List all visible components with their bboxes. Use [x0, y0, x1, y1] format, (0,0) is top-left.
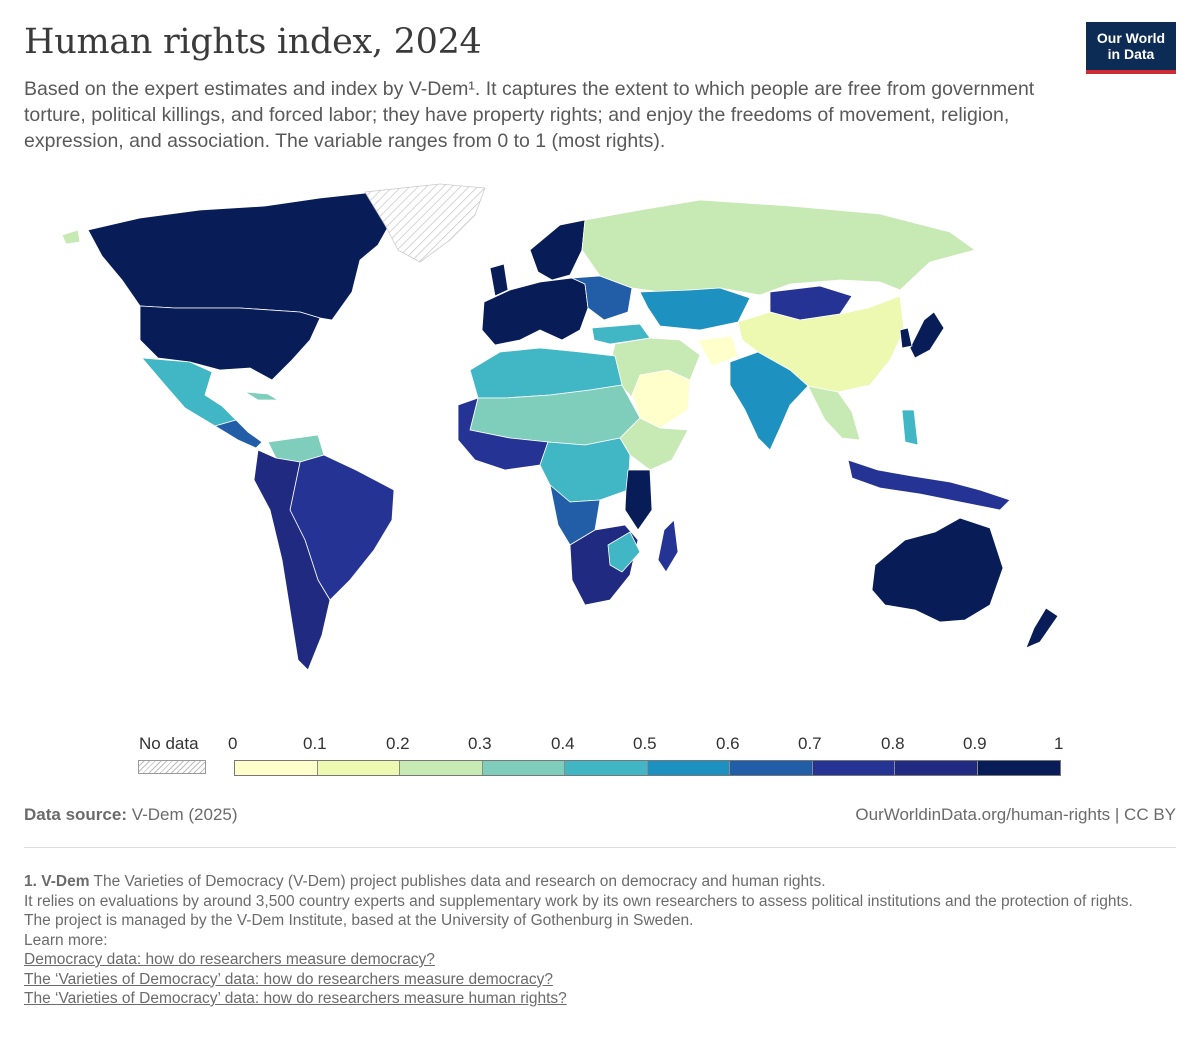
legend-bin-1[interactable] [317, 761, 400, 775]
map-region-kazakhstan[interactable] [639, 287, 751, 331]
legend-tick-1: 0.1 [303, 734, 327, 753]
map-region-central-america[interactable] [214, 419, 263, 449]
map-region-greenland[interactable] [364, 183, 486, 263]
no-data-label: No data [139, 734, 199, 753]
chart-title: Human rights index, 2024 [24, 22, 482, 62]
learn-more-label: Learn more: [24, 931, 108, 949]
chart-subtitle: Based on the expert estimates and index … [24, 78, 1035, 152]
legend-bin-2[interactable] [400, 761, 483, 775]
legend-bin-3[interactable] [482, 761, 565, 775]
data-source-label: Data source: [24, 805, 127, 824]
footer-divider [24, 847, 1176, 848]
legend-tick-3: 0.3 [468, 734, 492, 753]
learn-more-link-3[interactable]: The ‘Varieties of Democracy’ data: how d… [24, 990, 567, 1007]
map-region-canada[interactable] [87, 191, 393, 321]
legend-tick-2: 0.2 [386, 734, 410, 753]
data-source-value[interactable]: V-Dem (2025) [131, 805, 238, 824]
map-region-east-africa[interactable] [624, 469, 653, 531]
world-map[interactable] [0, 180, 1200, 700]
learn-more-link-1[interactable]: Democracy data: how do researchers measu… [24, 951, 435, 968]
map-region-turkey[interactable] [591, 323, 651, 345]
source-url[interactable]: OurWorldinData.org/human-rights | CC BY [855, 805, 1176, 824]
map-region-mexico[interactable] [141, 357, 237, 427]
map-region-korea[interactable] [899, 327, 913, 349]
map-region-russia[interactable] [581, 199, 976, 296]
source-row: Data source: V-Dem (2025) OurWorldinData… [24, 805, 1176, 825]
map-region-andes[interactable] [253, 449, 331, 671]
footnote-line-3: The project is managed by the V-Dem Inst… [24, 912, 694, 929]
map-region-arabia[interactable] [631, 369, 691, 429]
legend-bin-4[interactable] [565, 761, 648, 775]
map-region-alaska-island[interactable] [61, 229, 81, 245]
color-legend: No data 0 0.1 0.2 0.3 0.4 0.5 0.6 0.7 0.… [0, 730, 1200, 780]
legend-bin-7[interactable] [812, 761, 895, 775]
owid-logo[interactable]: Our World in Data [1086, 22, 1176, 74]
footnote-label: 1. V-Dem [24, 873, 90, 890]
legend-tick-0: 0 [228, 734, 238, 753]
legend-tick-4: 0.4 [551, 734, 575, 753]
legend-tick-6: 0.6 [716, 734, 740, 753]
legend-tick-5: 0.5 [633, 734, 657, 753]
map-region-uk[interactable] [489, 263, 509, 297]
map-region-philippines[interactable] [901, 409, 919, 446]
logo-line-1: Our World [1096, 30, 1166, 46]
legend-bin-9[interactable] [977, 761, 1060, 775]
map-region-mozambique[interactable] [607, 531, 641, 573]
legend-bin-5[interactable] [647, 761, 730, 775]
legend-bin-6[interactable] [730, 761, 813, 775]
footnote-line-2: It relies on evaluations by around 3,500… [24, 892, 1133, 910]
map-region-afghanistan[interactable] [697, 335, 739, 367]
logo-line-2: in Data [1107, 46, 1155, 62]
footnote-text-1: The Varieties of Democracy (V-Dem) proje… [93, 873, 826, 890]
legend-tick-10: 1 [1054, 734, 1064, 753]
map-region-scandinavia[interactable] [529, 219, 586, 281]
map-region-indonesia[interactable] [847, 459, 1011, 511]
map-region-usa[interactable] [139, 305, 321, 381]
legend-tick-8: 0.8 [881, 734, 905, 753]
map-region-cuba[interactable] [244, 391, 279, 401]
map-region-india[interactable] [729, 351, 809, 451]
legend-bin-0[interactable] [235, 761, 318, 775]
map-region-new-zealand[interactable] [1025, 607, 1059, 649]
legend-tick-7: 0.7 [798, 734, 822, 753]
map-region-southeast-asia[interactable] [807, 385, 861, 441]
no-data-swatch [138, 760, 206, 774]
map-region-australia[interactable] [871, 517, 1004, 623]
legend-bin-8[interactable] [895, 761, 978, 775]
footnote: 1. V-Dem The Varieties of Democracy (V-D… [24, 872, 1164, 1009]
map-region-western-europe[interactable] [481, 277, 589, 346]
learn-more-link-2[interactable]: The ‘Varieties of Democracy’ data: how d… [24, 970, 553, 988]
legend-bins [234, 760, 1061, 776]
legend-tick-9: 0.9 [963, 734, 987, 753]
map-region-japan[interactable] [909, 311, 945, 359]
footnote-line-1: 1. V-Dem The Varieties of Democracy (V-D… [24, 872, 1164, 892]
map-region-madagascar[interactable] [657, 519, 679, 573]
